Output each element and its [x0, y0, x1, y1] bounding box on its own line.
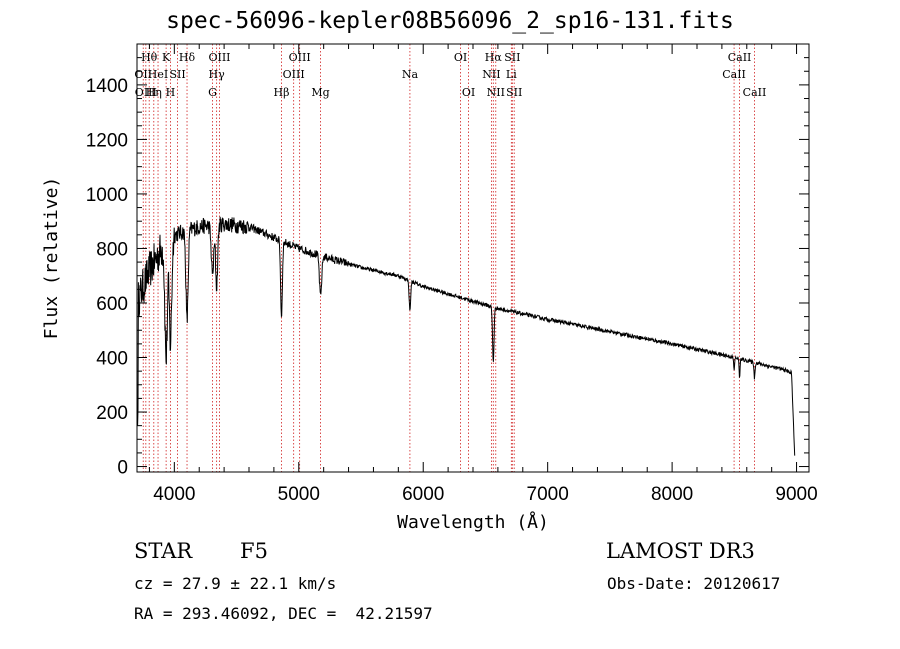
y-tick-label: 200: [96, 403, 128, 424]
spectral-line-labels: OIIOIIIHθHηHeIKHSIIHδGHγOIIIHβOIIIOIIIMg…: [134, 51, 766, 99]
spectral-line-label: Hβ: [274, 86, 290, 99]
spectral-line-label: Hθ: [141, 51, 158, 64]
y-tick-label: 1200: [86, 130, 128, 151]
spectral-line-label: CaII: [722, 68, 746, 81]
spectrum-line: [137, 216, 796, 456]
x-axis-label: Wavelength (Å): [397, 511, 549, 533]
spectral-line-label: Hα: [485, 51, 503, 64]
spectral-line-label: SII: [504, 51, 520, 64]
y-axis-label: Flux (relative): [41, 177, 62, 340]
spectral-line-label: NII: [487, 86, 505, 99]
coordinates-text: RA = 293.46092, DEC = 42.21597: [134, 604, 433, 623]
spectral-line-label: Mg: [311, 86, 329, 99]
spectral-line-label: OI: [454, 51, 467, 64]
spectral-line-label: SII: [506, 86, 522, 99]
x-tick-label: 6000: [402, 484, 444, 505]
y-axis: 0 200 400 600 800 1000 1200 1400: [86, 57, 809, 479]
x-tick-label: 4000: [153, 484, 195, 505]
plot-frame: [136, 43, 810, 473]
object-class: STAR: [134, 539, 193, 563]
spectrum-layer: [137, 216, 796, 456]
spectral-line-label: SII: [169, 68, 185, 81]
spectral-line-label: NII: [482, 68, 500, 81]
y-tick-label: 1400: [86, 76, 128, 97]
spectral-line-label: Hδ: [179, 51, 196, 64]
spectral-line-label: OIII: [135, 86, 157, 99]
spectral-line-label: CaII: [728, 51, 752, 64]
spectral-line-label: CaII: [743, 86, 767, 99]
x-tick-label: 7000: [527, 484, 569, 505]
spectral-line-label: K: [162, 51, 171, 64]
x-tick-label: 9000: [775, 484, 817, 505]
spectral-line-markers: [142, 44, 755, 472]
x-tick-label: 8000: [651, 484, 693, 505]
spectral-line-label: OIII: [208, 51, 230, 64]
spectral-line-label: Li: [506, 68, 517, 81]
y-tick-label: 0: [117, 458, 128, 479]
spectral-line-label: OIII: [289, 51, 311, 64]
spectral-line-label: OI: [462, 86, 475, 99]
y-tick-label: 600: [96, 294, 128, 315]
y-tick-label: 400: [96, 349, 128, 370]
spectral-line-label: OIII: [283, 68, 305, 81]
x-axis: 4000 5000 6000 7000 8000 9000: [148, 44, 818, 505]
y-tick-label: 1000: [86, 185, 128, 206]
survey-name: LAMOST DR3: [606, 539, 755, 563]
spectral-line-label: HeI: [148, 68, 168, 81]
object-subclass: F5: [240, 539, 268, 563]
spectral-line-label: H: [166, 86, 176, 99]
spectral-line-label: Hη: [146, 86, 162, 99]
spectral-line-label: Hγ: [209, 68, 226, 81]
spectral-line-label: G: [208, 86, 217, 99]
obs-date: Obs-Date: 20120617: [607, 574, 781, 593]
chart-title: spec-56096-kepler08B56096_2_sp16-131.fit…: [166, 8, 734, 34]
redshift-text: cz = 27.9 ± 22.1 km/s: [134, 574, 337, 593]
y-tick-label: 800: [96, 239, 128, 260]
spectral-line-label: Na: [402, 68, 419, 81]
x-tick-label: 5000: [278, 484, 320, 505]
